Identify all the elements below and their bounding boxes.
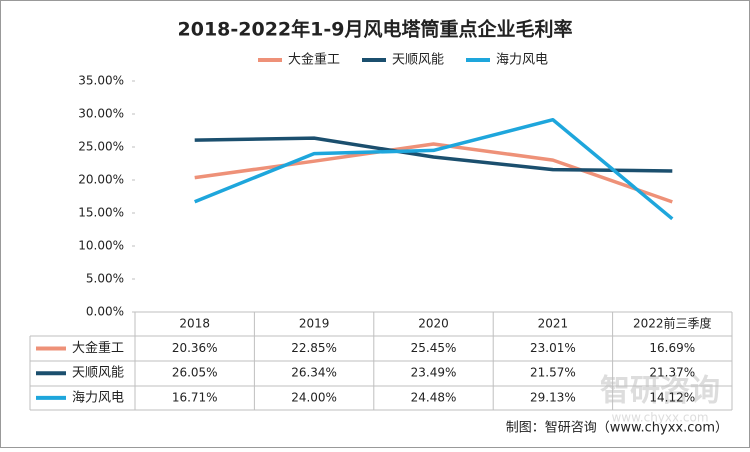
table-value: 26.05% (172, 366, 218, 380)
x-tick-label: 2022前三季度 (633, 316, 712, 331)
series-line (194, 136, 673, 173)
table-value: 26.34% (291, 366, 337, 380)
y-tick-label: 35.00% (78, 74, 124, 88)
y-tick-label: 10.00% (78, 239, 124, 253)
series-line (194, 117, 674, 221)
table-series-label: 大金重工 (72, 340, 124, 356)
source: 制图：智研咨询（www.chyxx.com） (506, 421, 728, 436)
y-tick-label: 15.00% (78, 206, 124, 220)
legend-label: 大金重工 (288, 52, 340, 68)
x-tick-label: 2018 (179, 317, 210, 331)
y-tick-label: 20.00% (78, 173, 124, 187)
table-value: 22.85% (291, 341, 337, 355)
table-value: 14.12% (649, 390, 695, 404)
watermark: 智研咨询 (600, 374, 720, 409)
y-tick-label: 25.00% (78, 140, 124, 154)
table-series-label: 天顺风能 (72, 366, 124, 381)
y-tick-label: 0.00% (86, 305, 124, 319)
chart-title: 2018-2022年1-9月风电塔筒重点企业毛利率 (178, 18, 573, 41)
table-value: 23.49% (411, 366, 457, 380)
legend-label: 天顺风能 (392, 53, 444, 68)
table-value: 16.69% (649, 341, 695, 355)
y-tick-label: 30.00% (78, 107, 124, 121)
table-grid (29, 311, 733, 411)
table-value: 24.48% (411, 390, 457, 404)
table-value: 21.57% (530, 366, 576, 380)
table-value: 21.37% (649, 366, 695, 380)
table-value: 20.36% (172, 341, 218, 355)
table-value: 24.00% (291, 390, 337, 404)
y-tick-label: 5.00% (86, 272, 124, 286)
table-value: 25.45% (411, 341, 457, 355)
table-value: 16.71% (172, 390, 218, 404)
x-tick-label: 2020 (418, 317, 449, 331)
x-tick-label: 2021 (538, 317, 569, 331)
table-value: 23.01% (530, 341, 576, 355)
series-line (194, 142, 673, 204)
x-tick-label: 2019 (299, 317, 330, 331)
table-value: 29.13% (530, 390, 576, 404)
legend-label: 海力风电 (496, 53, 548, 68)
watermark-url: www.chyxx.com (611, 411, 708, 425)
table-series-label: 海力风电 (72, 390, 124, 405)
